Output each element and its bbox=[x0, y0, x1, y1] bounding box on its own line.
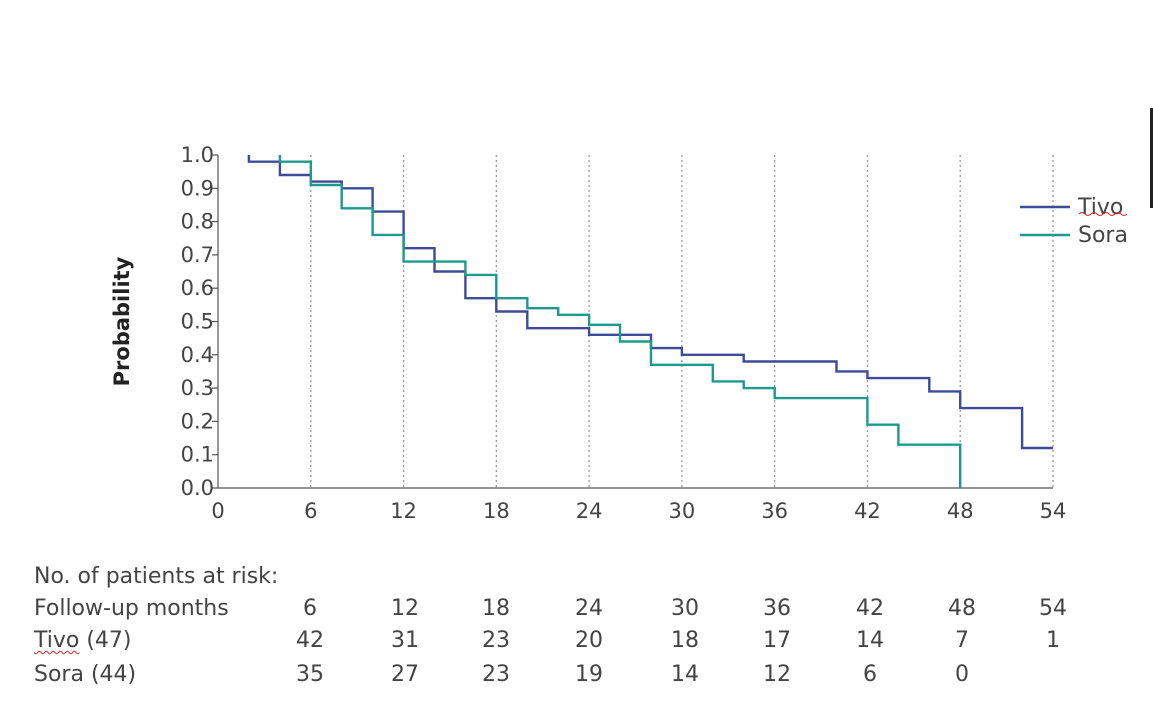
y-tick-label-0.4: 0.4 bbox=[181, 343, 214, 367]
risk-cell: 7 bbox=[955, 628, 969, 653]
risk-cell: 6 bbox=[863, 662, 877, 687]
risk-cell: 18 bbox=[482, 596, 510, 621]
y-tick-label-0.6: 0.6 bbox=[181, 276, 214, 300]
risk-cell: 23 bbox=[482, 628, 510, 653]
risk-table-title: No. of patients at risk: bbox=[34, 564, 279, 589]
legend-label-tivo: Tivo bbox=[1077, 195, 1123, 220]
risk-row-followup-label: Follow-up months bbox=[34, 596, 229, 621]
risk-row-tivo-count: (47) bbox=[79, 628, 132, 653]
edge-border bbox=[1150, 108, 1153, 208]
series-line-tivo bbox=[247, 155, 1053, 450]
risk-cell: 27 bbox=[391, 662, 419, 687]
y-tick-label-1.0: 1.0 bbox=[181, 143, 214, 167]
risk-cell: 12 bbox=[763, 662, 791, 687]
risk-cell: 23 bbox=[482, 662, 510, 687]
x-tick-label-24: 24 bbox=[576, 499, 603, 523]
x-tick-label-18: 18 bbox=[483, 499, 510, 523]
risk-cell: 36 bbox=[763, 596, 791, 621]
legend-spellcheck-squiggle bbox=[1078, 212, 1128, 216]
risk-cell: 12 bbox=[391, 596, 419, 621]
y-tick-label-0.3: 0.3 bbox=[181, 376, 214, 400]
risk-cell: 1 bbox=[1046, 628, 1060, 653]
x-tick-label-48: 48 bbox=[947, 499, 974, 523]
risk-row-tivo-label: Tivo (47) bbox=[34, 628, 132, 653]
series-line-sora bbox=[278, 155, 962, 488]
risk-row-sora-label: Sora (44) bbox=[34, 662, 137, 687]
risk-cell: 54 bbox=[1039, 596, 1067, 621]
x-tick-label-12: 12 bbox=[390, 499, 417, 523]
y-tick-label-0.7: 0.7 bbox=[181, 243, 214, 267]
y-tick-label-0.2: 0.2 bbox=[181, 409, 214, 433]
risk-cell: 18 bbox=[671, 628, 699, 653]
risk-cell: 14 bbox=[671, 662, 699, 687]
risk-cell: 6 bbox=[303, 596, 317, 621]
y-tick-label-0.5: 0.5 bbox=[181, 310, 214, 334]
risk-cell: 20 bbox=[575, 628, 603, 653]
x-tick-label-36: 36 bbox=[761, 499, 788, 523]
risk-cell: 31 bbox=[391, 628, 419, 653]
legend-label-sora: Sora bbox=[1078, 223, 1128, 248]
risk-cell: 42 bbox=[856, 596, 884, 621]
y-axis-title: Probability bbox=[110, 256, 134, 386]
risk-cell: 17 bbox=[763, 628, 791, 653]
risk-cell: 42 bbox=[296, 628, 324, 653]
risk-cell: 14 bbox=[856, 628, 884, 653]
risk-cell: 0 bbox=[955, 662, 969, 687]
risk-row-tivo-name: Tivo bbox=[34, 628, 80, 653]
x-tick-label-30: 30 bbox=[669, 499, 696, 523]
risk-cell: 19 bbox=[575, 662, 603, 687]
y-tick-label-0.0: 0.0 bbox=[181, 476, 214, 500]
x-tick-label-54: 54 bbox=[1040, 499, 1067, 523]
y-tick-label-0.8: 0.8 bbox=[181, 210, 214, 234]
x-tick-label-42: 42 bbox=[854, 499, 881, 523]
km-chart: 0.0 0.1 0.2 0.3 0.4 0.5 0.6 0.7 0.8 0.9 1.0 0 6 12 18 2… bbox=[110, 143, 1128, 523]
x-tick-label-0: 0 bbox=[211, 499, 224, 523]
y-tick-label-0.1: 0.1 bbox=[181, 443, 214, 467]
risk-cell: 48 bbox=[948, 596, 976, 621]
risk-cell: 35 bbox=[296, 662, 324, 687]
risk-cell: 30 bbox=[671, 596, 699, 621]
y-tick-label-0.9: 0.9 bbox=[181, 176, 214, 200]
x-tick-label-6: 6 bbox=[304, 499, 317, 523]
risk-cell: 24 bbox=[575, 596, 603, 621]
